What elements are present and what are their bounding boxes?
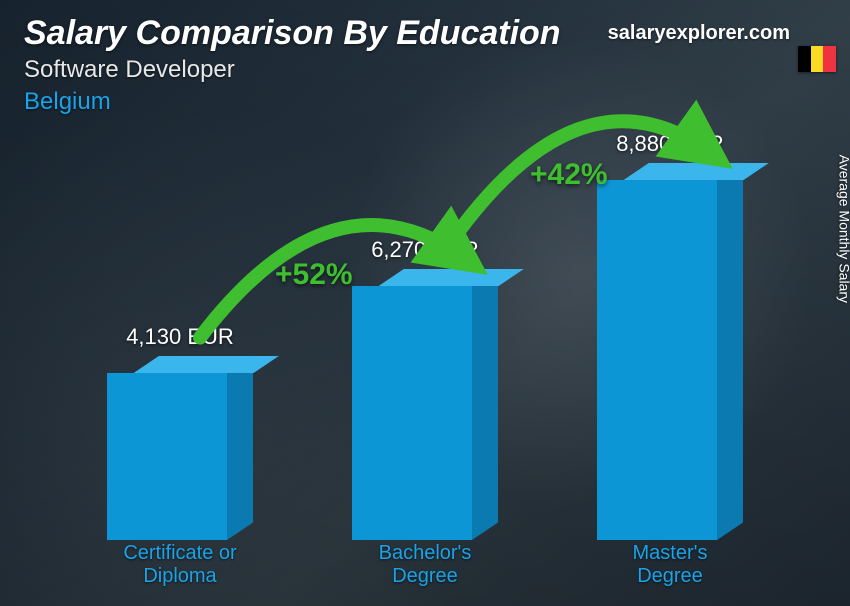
jump-pct-label-1: +42% (530, 158, 608, 192)
infographic-stage: Salary Comparison By Education Software … (0, 0, 850, 606)
chart-title: Salary Comparison By Education (24, 14, 561, 53)
flag-stripe-2 (823, 46, 836, 72)
jump-arrows (60, 108, 800, 588)
flag-belgium (798, 46, 836, 72)
brand-watermark: salaryexplorer.com (608, 22, 790, 45)
y-axis-label: Average Monthly Salary (836, 155, 850, 303)
jump-pct-label-0: +52% (275, 258, 353, 292)
flag-stripe-1 (811, 46, 824, 72)
chart-subtitle: Software Developer (24, 56, 235, 84)
bar-chart: 4,130 EURCertificate orDiploma6,270 EURB… (60, 108, 800, 588)
flag-stripe-0 (798, 46, 811, 72)
